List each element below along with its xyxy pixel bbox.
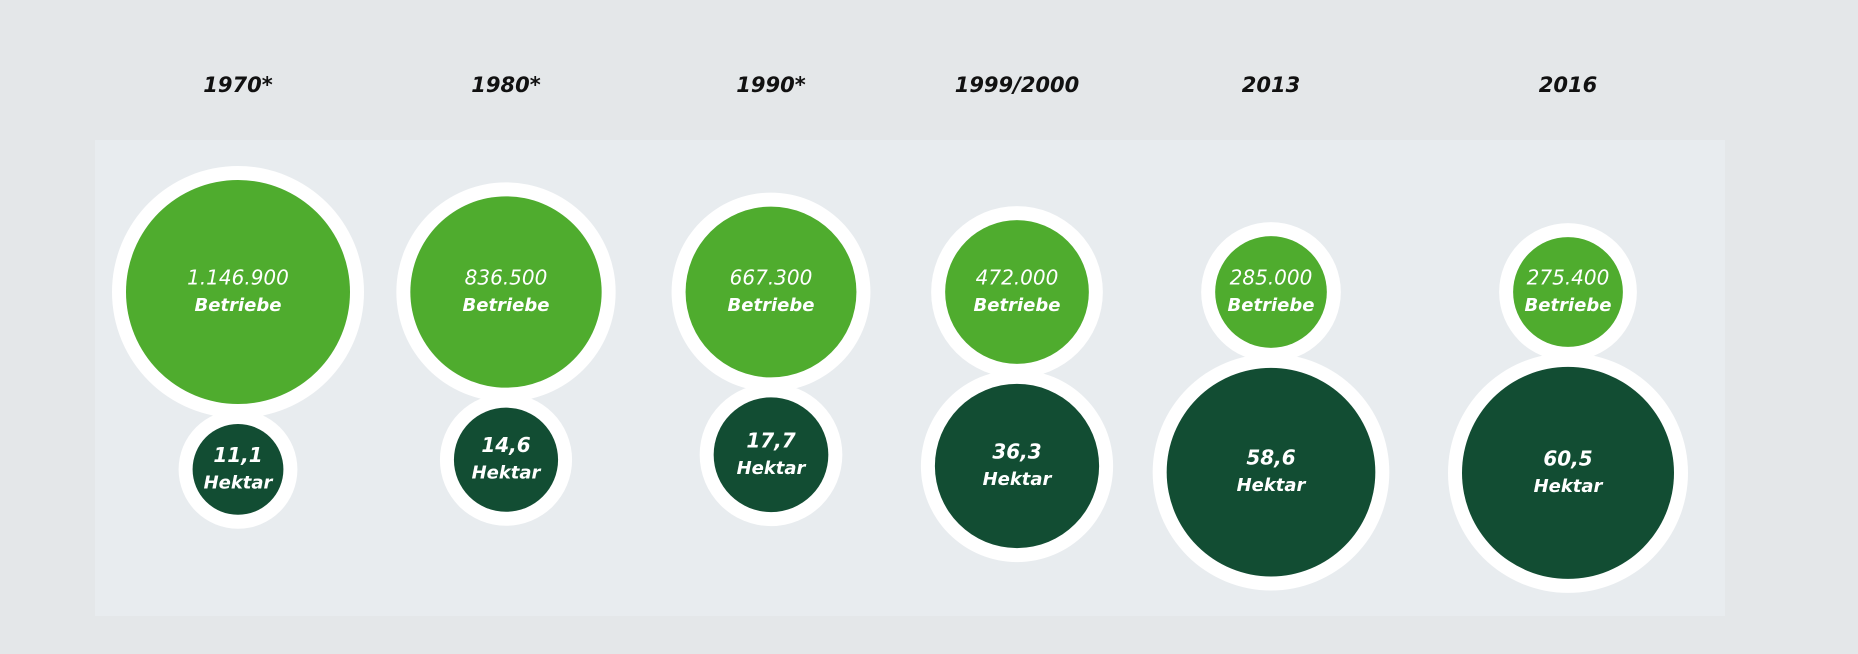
year-label: 1990* (736, 73, 805, 97)
value-label: 836.500 (465, 266, 548, 290)
year-label: 2013 (1242, 73, 1300, 97)
unit-label: Betriebe (463, 295, 550, 316)
unit-label: Hektar (737, 458, 807, 479)
unit-label: Hektar (983, 469, 1053, 490)
value-label: 667.300 (730, 266, 813, 290)
bubble (713, 397, 829, 513)
bubble (934, 383, 1100, 549)
year-label: 1970* (203, 73, 272, 97)
unit-label: Hektar (204, 472, 274, 493)
bubble (126, 180, 350, 404)
bubble (1166, 367, 1376, 577)
panel (95, 140, 1725, 616)
unit-label: Hektar (472, 463, 542, 484)
unit-label: Betriebe (728, 295, 815, 316)
value-label: 472.000 (976, 266, 1059, 290)
year-label: 2016 (1539, 73, 1597, 97)
bubble (1215, 236, 1327, 348)
unit-label: Hektar (1534, 476, 1604, 497)
value-label: 36,3 (992, 439, 1041, 463)
bubble (410, 196, 602, 388)
unit-label: Betriebe (1525, 295, 1612, 316)
unit-label: Betriebe (195, 295, 282, 316)
value-label: 1.146.900 (187, 266, 289, 290)
unit-label: Betriebe (1228, 295, 1315, 316)
value-label: 60,5 (1543, 446, 1592, 470)
value-label: 17,7 (746, 428, 795, 452)
unit-label: Betriebe (974, 295, 1061, 316)
value-label: 11,1 (213, 443, 262, 467)
bubble (945, 220, 1089, 364)
value-label: 275.400 (1527, 266, 1610, 290)
bubble (1513, 237, 1623, 347)
year-label: 1980* (471, 73, 540, 97)
value-label: 14,6 (481, 433, 530, 457)
bubble (192, 424, 284, 515)
year-label: 1999/2000 (955, 73, 1080, 97)
value-label: 58,6 (1246, 446, 1295, 470)
unit-label: Hektar (1237, 475, 1307, 496)
bubble (1462, 366, 1674, 579)
value-label: 285.000 (1230, 266, 1313, 290)
bubble (685, 206, 857, 378)
bubble (453, 407, 559, 512)
